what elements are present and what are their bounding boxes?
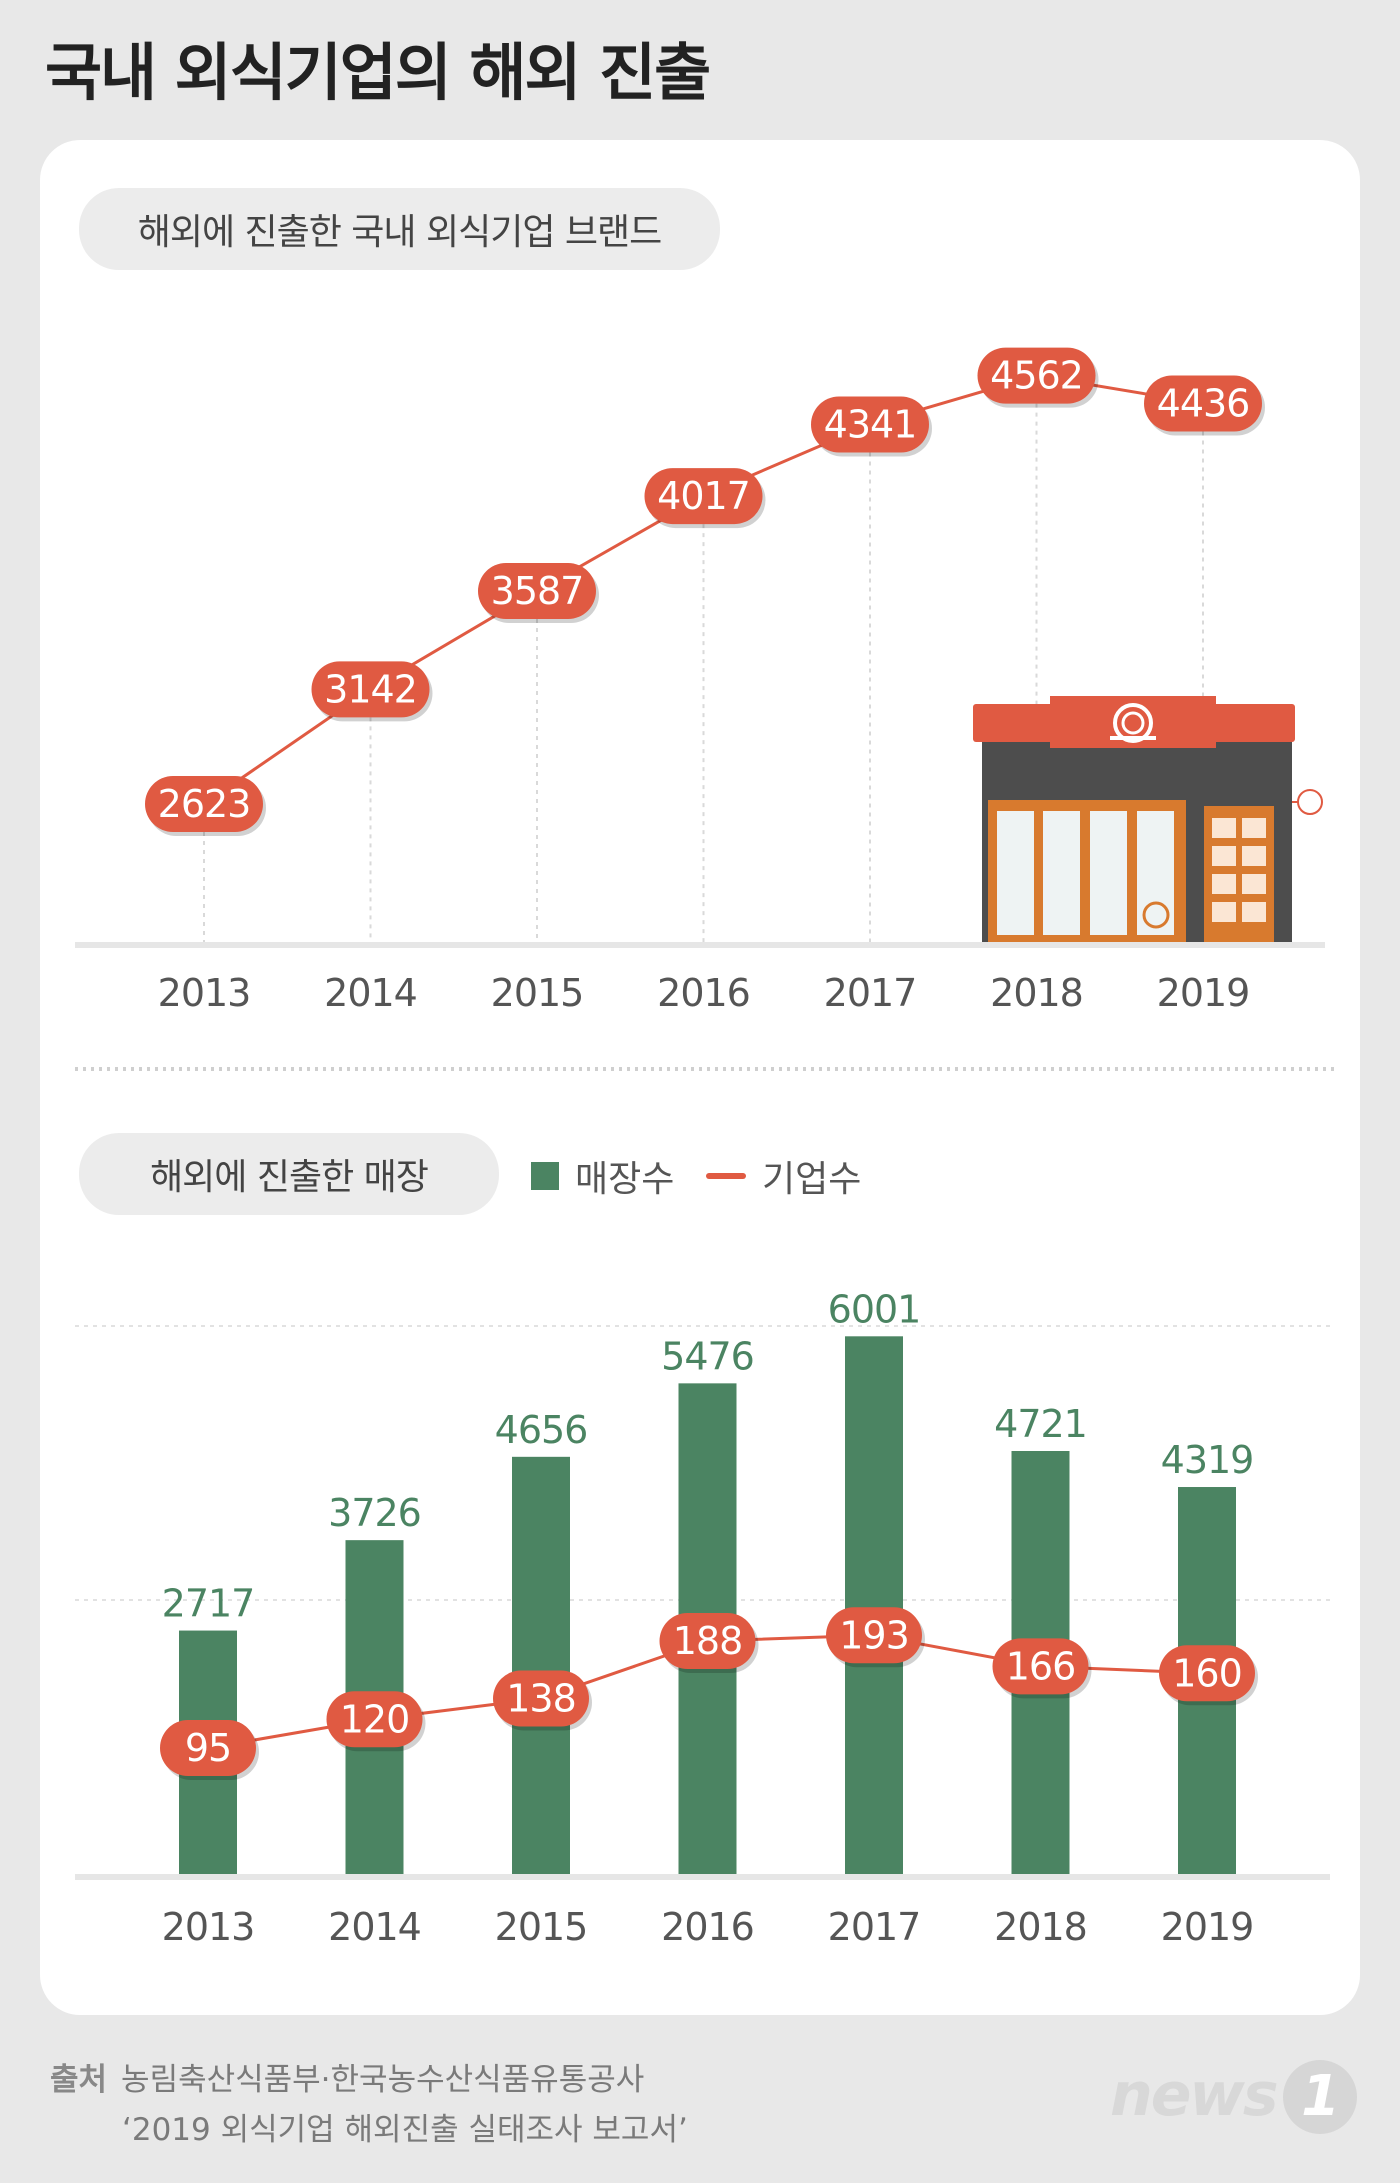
top-x-tick-label: 2019 bbox=[1157, 971, 1250, 1015]
bottom-x-tick-label: 2016 bbox=[661, 1905, 754, 1949]
bar bbox=[845, 1336, 903, 1874]
logo-mark: 1 bbox=[1282, 2060, 1357, 2134]
bottom-x-tick-label: 2013 bbox=[162, 1905, 255, 1949]
bottom-x-tick-label: 2018 bbox=[994, 1905, 1087, 1949]
top-section-pill: 해외에 진출한 국내 외식기업 브랜드 bbox=[79, 188, 720, 270]
bottom-baseline bbox=[75, 1874, 1330, 1880]
top-point-label: 4562 bbox=[990, 354, 1083, 398]
line-point-label: 95 bbox=[185, 1726, 231, 1770]
bar-value-label: 2717 bbox=[162, 1582, 255, 1626]
top-point-marker bbox=[478, 563, 596, 620]
source-note: 출처 농림축산식품부·한국농수산식품유통공사 ‘2019 외식기업 해외진출 실태… bbox=[50, 2055, 688, 2155]
legend-label-companies: 기업수 bbox=[762, 1159, 862, 1200]
top-point-label: 4341 bbox=[824, 402, 917, 446]
line-point-label: 120 bbox=[340, 1697, 410, 1741]
bottom-x-tick-label: 2019 bbox=[1161, 1905, 1254, 1949]
line-point-label: 160 bbox=[1172, 1651, 1242, 1695]
line-point-marker bbox=[659, 1613, 756, 1670]
top-point-label: 2623 bbox=[158, 782, 251, 826]
line-point-marker bbox=[326, 1691, 423, 1748]
top-x-tick-label: 2013 bbox=[158, 971, 251, 1015]
bar-value-label: 3726 bbox=[328, 1491, 421, 1535]
legend-item-stores: 매장수 bbox=[531, 1150, 674, 1202]
top-point-marker bbox=[1144, 375, 1262, 432]
legend-label-stores: 매장수 bbox=[575, 1159, 675, 1200]
line-point-label: 138 bbox=[506, 1677, 576, 1721]
bottom-x-tick-label: 2015 bbox=[495, 1905, 588, 1949]
top-x-tick-label: 2016 bbox=[657, 971, 750, 1015]
bar-value-label: 4319 bbox=[1161, 1438, 1254, 1482]
source-label: 출처 bbox=[50, 2062, 108, 2098]
logo-text: news bbox=[1110, 2060, 1279, 2130]
line-point-marker bbox=[826, 1607, 922, 1664]
legend-bar-swatch bbox=[531, 1162, 559, 1190]
legend-line-swatch bbox=[706, 1173, 746, 1179]
bar bbox=[512, 1456, 570, 1874]
top-line-chart: 2623 3142 3587 4017 4341 4562 4436 2013 2014 2015… bbox=[145, 347, 1265, 1015]
line-point-label: 166 bbox=[1006, 1644, 1076, 1688]
legend-item-companies: 기업수 bbox=[706, 1150, 861, 1202]
top-point-label: 4436 bbox=[1157, 382, 1250, 426]
bottom-bar-line-chart: 2717 3726 4656 5476 6001 4721 4319 95 120 138 188 1… bbox=[75, 1287, 1330, 1949]
source-line-1: 농림축산식품부·한국농수산식품유통공사 bbox=[121, 2062, 645, 2098]
news1-logo: news 1 bbox=[1110, 2060, 1357, 2134]
top-x-tick-label: 2015 bbox=[491, 971, 584, 1015]
bottom-section-pill: 해외에 진출한 매장 bbox=[79, 1133, 499, 1215]
source-line-2: ‘2019 외식기업 해외진출 실태조사 보고서’ bbox=[122, 2112, 688, 2148]
bottom-x-tick-label: 2017 bbox=[828, 1905, 921, 1949]
top-point-marker bbox=[311, 661, 430, 718]
top-x-tick-label: 2017 bbox=[824, 971, 917, 1015]
top-point-label: 3142 bbox=[324, 667, 417, 711]
bar-value-label: 5476 bbox=[661, 1334, 754, 1378]
bar-value-label: 6001 bbox=[828, 1287, 921, 1331]
line-point-label: 188 bbox=[673, 1619, 743, 1663]
line-point-marker bbox=[992, 1638, 1089, 1695]
line-point-marker bbox=[160, 1720, 256, 1776]
top-point-marker bbox=[145, 776, 263, 832]
bottom-x-tick-label: 2014 bbox=[328, 1905, 421, 1949]
bar-value-label: 4656 bbox=[495, 1408, 588, 1452]
line-point-marker bbox=[1159, 1645, 1255, 1702]
top-x-tick-label: 2018 bbox=[990, 971, 1083, 1015]
top-baseline bbox=[75, 942, 1325, 948]
top-point-marker bbox=[644, 468, 763, 525]
top-point-marker bbox=[811, 396, 929, 453]
bar-value-label: 4721 bbox=[994, 1402, 1087, 1446]
page-title: 국내 외식기업의 해외 진출 bbox=[45, 36, 711, 109]
top-point-label: 4017 bbox=[657, 474, 750, 518]
top-point-marker bbox=[977, 347, 1096, 404]
top-x-tick-label: 2014 bbox=[324, 971, 417, 1015]
line-point-marker bbox=[493, 1670, 589, 1727]
storefront-icon bbox=[973, 696, 1323, 942]
top-point-label: 3587 bbox=[491, 569, 584, 613]
line-point-label: 193 bbox=[839, 1613, 909, 1657]
